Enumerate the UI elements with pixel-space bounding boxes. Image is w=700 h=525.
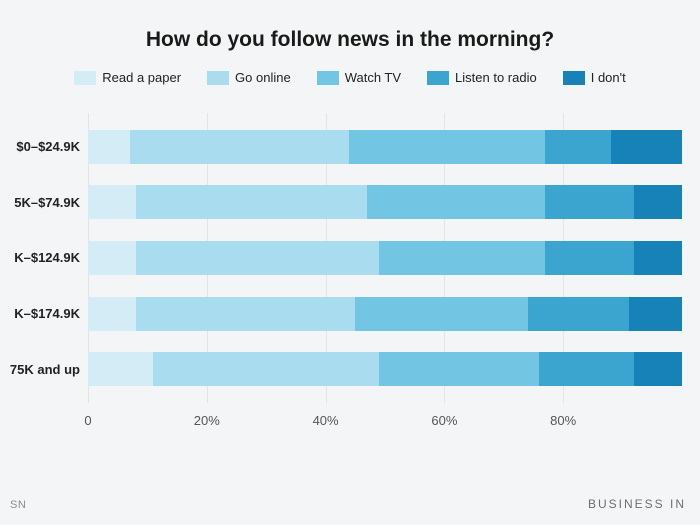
brand-watermark: BUSINESS IN: [588, 497, 686, 511]
bar-segment: [136, 241, 380, 275]
bar-segment: [629, 297, 682, 331]
legend-swatch: [317, 71, 339, 85]
category-label: K–$124.9K: [0, 241, 80, 275]
legend: Read a paper Go online Watch TV Listen to r…: [0, 70, 700, 113]
bar-segment: [528, 297, 629, 331]
legend-item: I don't: [563, 70, 626, 85]
chart-title: How do you follow news in the morning?: [0, 0, 700, 70]
bar-segment: [539, 352, 634, 386]
bar-segment: [88, 130, 130, 164]
legend-swatch: [563, 71, 585, 85]
category-label: 5K–$74.9K: [0, 185, 80, 219]
legend-label: Go online: [235, 70, 291, 85]
x-tick-label: 40%: [313, 413, 339, 428]
bar-segment: [634, 241, 682, 275]
x-tick-label: 60%: [431, 413, 457, 428]
bar-segment: [379, 241, 545, 275]
x-axis: 020%40%60%80%: [88, 409, 682, 433]
legend-swatch: [74, 71, 96, 85]
bar-row: [88, 241, 682, 275]
legend-label: Read a paper: [102, 70, 181, 85]
legend-label: Watch TV: [345, 70, 401, 85]
legend-item: Go online: [207, 70, 291, 85]
bar-segment: [130, 130, 350, 164]
legend-swatch: [427, 71, 449, 85]
legend-label: I don't: [591, 70, 626, 85]
bar-segment: [634, 352, 682, 386]
y-axis-labels: $0–$24.9K 5K–$74.9K K–$124.9K K–$174.9K 75K …: [0, 113, 80, 403]
x-tick-label: 80%: [550, 413, 576, 428]
legend-swatch: [207, 71, 229, 85]
bar-segment: [136, 185, 368, 219]
bar-segment: [136, 297, 356, 331]
bar-segment: [88, 352, 153, 386]
bar-segment: [88, 297, 136, 331]
bars-container: [88, 113, 682, 403]
x-tick-label: 0: [84, 413, 91, 428]
bar-row: [88, 130, 682, 164]
bar-segment: [367, 185, 545, 219]
category-label: $0–$24.9K: [0, 130, 80, 164]
legend-label: Listen to radio: [455, 70, 537, 85]
x-tick-label: 20%: [194, 413, 220, 428]
category-label: K–$174.9K: [0, 297, 80, 331]
bar-segment: [634, 185, 682, 219]
bar-segment: [611, 130, 682, 164]
bar-segment: [379, 352, 539, 386]
bar-segment: [355, 297, 527, 331]
legend-item: Watch TV: [317, 70, 401, 85]
bar-segment: [545, 241, 634, 275]
legend-item: Listen to radio: [427, 70, 537, 85]
bar-segment: [545, 185, 634, 219]
legend-item: Read a paper: [74, 70, 181, 85]
bar-segment: [88, 185, 136, 219]
bar-row: [88, 297, 682, 331]
bar-segment: [88, 241, 136, 275]
source-attribution: SN: [10, 499, 26, 511]
bar-segment: [349, 130, 545, 164]
bar-row: [88, 352, 682, 386]
bar-row: [88, 185, 682, 219]
plot-area: $0–$24.9K 5K–$74.9K K–$124.9K K–$174.9K 75K …: [0, 113, 700, 433]
bar-segment: [545, 130, 610, 164]
bar-segment: [153, 352, 379, 386]
category-label: 75K and up: [0, 352, 80, 386]
